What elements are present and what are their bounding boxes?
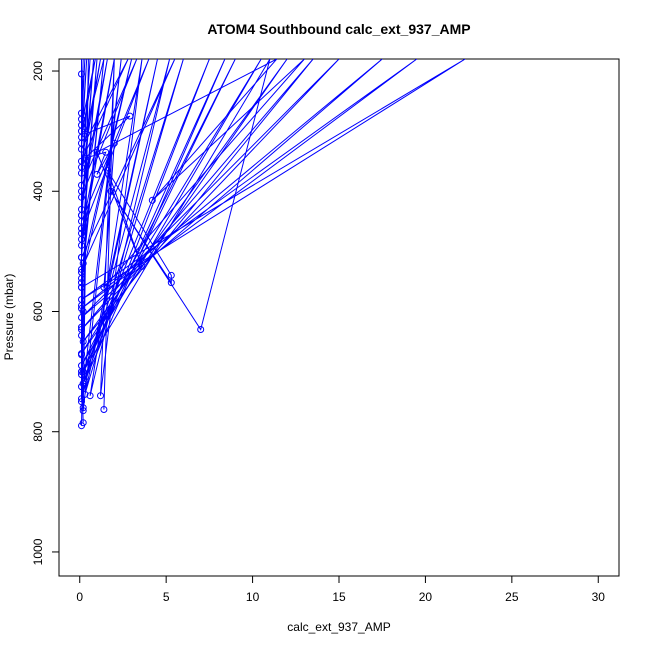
x-tick-label: 10 [246, 590, 260, 604]
data-point [78, 211, 85, 219]
data-point [78, 163, 85, 171]
data-point [78, 368, 85, 376]
data-point [78, 225, 85, 232]
data-point [78, 127, 85, 135]
data-point [167, 271, 175, 279]
data-point [78, 332, 85, 339]
y-tick-label: 200 [31, 61, 45, 81]
series-layer [78, 59, 466, 430]
data-point [78, 383, 85, 391]
y-tick-label: 800 [31, 421, 45, 441]
x-tick-label: 25 [505, 590, 519, 604]
data-point [197, 326, 205, 333]
data-point [78, 323, 85, 331]
chart-title: ATOM4 Southbound calc_ext_937_AMP [207, 21, 470, 37]
y-tick-label: 1000 [31, 538, 45, 565]
data-point [78, 279, 85, 287]
data-point [100, 406, 108, 413]
x-tick-label: 0 [76, 590, 83, 604]
x-axis-label: calc_ext_937_AMP [287, 620, 390, 634]
data-point [107, 187, 115, 195]
x-tick-label: 20 [419, 590, 433, 604]
data-point [110, 139, 118, 147]
x-axis: 0 5 10 15 20 25 30 [76, 575, 606, 604]
data-point [78, 187, 85, 195]
data-point [93, 148, 101, 156]
data-point [103, 166, 111, 174]
x-tick-label: 15 [332, 590, 346, 604]
data-point [79, 404, 87, 412]
data-point [148, 196, 156, 204]
data-point [78, 115, 85, 123]
y-tick-label: 600 [31, 301, 45, 321]
data-point [167, 279, 175, 287]
data-point [78, 302, 85, 309]
data-point [78, 395, 85, 403]
data-point [138, 262, 146, 270]
y-axis: 200 400 600 800 1000 [31, 61, 60, 565]
data-point [126, 112, 134, 120]
plot-frame [58, 58, 620, 577]
data-point [79, 419, 87, 427]
x-tick-label: 5 [163, 590, 170, 604]
series-line [80, 59, 466, 426]
data-point [102, 148, 110, 156]
profile-series [78, 59, 466, 430]
data-point [78, 351, 85, 359]
data-point [86, 392, 94, 400]
data-point [97, 392, 104, 400]
data-point [78, 253, 85, 261]
data-point [78, 268, 85, 276]
series-line [82, 59, 305, 410]
data-point [93, 170, 101, 178]
data-point [78, 283, 85, 291]
y-tick-label: 400 [31, 181, 45, 201]
data-point [78, 70, 85, 78]
data-point [100, 283, 108, 291]
data-point [78, 139, 85, 147]
y-axis-label: Pressure (mbar) [2, 274, 16, 361]
x-tick-label: 30 [592, 590, 606, 604]
profile-series [78, 59, 87, 427]
data-point [78, 235, 85, 243]
